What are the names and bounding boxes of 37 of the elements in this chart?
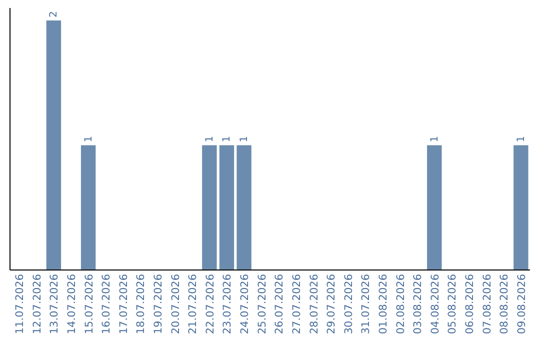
x-tick-label: 31.07.2026 [360, 274, 372, 334]
x-tick-label: 19.07.2026 [152, 274, 165, 334]
x-tick-label: 18.07.2026 [135, 274, 148, 334]
x-tick-label: 06.08.2026 [464, 274, 476, 334]
data-label: 1 [204, 136, 216, 142]
x-tick-label: 16.07.2026 [100, 274, 113, 334]
x-tick-label: 29.07.2026 [326, 274, 338, 334]
x-tick-label: 25.07.2026 [256, 274, 268, 334]
x-tick-label: 17.07.2026 [118, 274, 130, 334]
x-tick-label: 20.07.2026 [170, 274, 182, 334]
x-tick-label: 15.07.2026 [83, 274, 96, 334]
data-label: 1 [429, 136, 440, 142]
x-tick-label: 07.08.2026 [481, 274, 494, 334]
x-tick-label: 11.07.2026 [14, 274, 26, 334]
x-tick-label: 26.07.2026 [274, 274, 286, 334]
x-tick-label: 04.08.2026 [429, 274, 442, 334]
x-tick-label: 03.08.2026 [412, 274, 424, 334]
data-label: 2 [48, 11, 60, 18]
x-tick-label: 02.08.2026 [394, 274, 407, 334]
x-tick-label: 28.07.2026 [308, 274, 320, 334]
x-tick-label: 13.07.2026 [48, 274, 61, 334]
x-tick-label: 05.08.2026 [446, 274, 459, 334]
x-tick-label: 08.08.2026 [498, 274, 511, 334]
x-tick-label: 24.07.2026 [239, 274, 252, 334]
data-label: 1 [83, 136, 94, 142]
data-label: 1 [222, 136, 233, 142]
x-tick-label: 21.07.2026 [187, 274, 200, 334]
x-tick-label: 09.08.2026 [516, 274, 528, 334]
x-tick-label: 23.07.2026 [222, 274, 234, 334]
x-tick-label: 30.07.2026 [342, 274, 355, 334]
x-tick-label: 01.08.2026 [377, 274, 390, 334]
data-label: 1 [516, 136, 527, 142]
x-tick-label: 27.07.2026 [290, 274, 303, 334]
x-tick-label: 12.07.2026 [31, 274, 44, 334]
data-label: 1 [239, 136, 250, 142]
x-tick-label: 22.07.2026 [204, 274, 216, 334]
x-tick-label: 14.07.2026 [66, 274, 78, 334]
